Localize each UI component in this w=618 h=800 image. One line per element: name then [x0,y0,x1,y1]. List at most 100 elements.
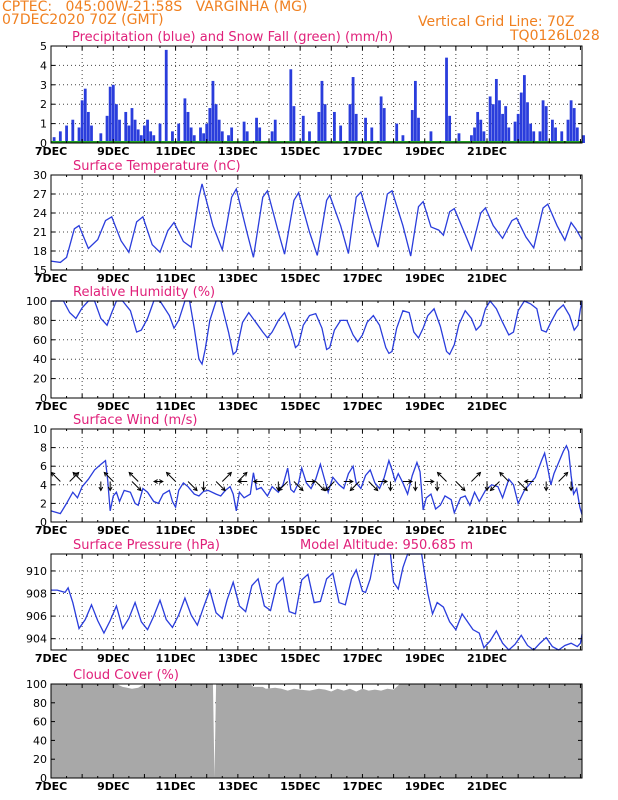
wind-arrow-head [320,486,326,492]
rh-title: Relative Humidity (%) [73,285,215,300]
precip-bar [164,49,168,143]
pressure-xtick-label: 7DEC [35,652,67,665]
precip-bar [71,119,75,143]
wind-arrow-head [434,486,440,492]
wind-arrow-head [98,486,104,492]
precip-bar [575,127,579,143]
precip-bar [320,80,324,143]
precip-bar [479,119,483,143]
precip-xtick-label: 11DEC [156,145,196,158]
precip-bar [448,115,452,143]
wind-arrow [166,472,176,482]
cloud-ytick-label: 60 [33,716,47,729]
wind-arrow [437,472,447,482]
precip-bar [301,115,305,143]
precip-bar [186,111,190,143]
precip-ytick-label: 4 [40,59,47,72]
precip-bar [146,119,149,143]
date-header: 07DEC2020 70Z (GMT) [2,12,164,28]
wind-arrow-head [429,479,435,484]
precip-bar [127,125,131,143]
precip-bar [364,117,367,143]
wind-arrow-head [72,471,78,477]
wind-arrow [490,481,500,491]
temp-ytick-label: 27 [33,188,47,201]
precip-bar [139,135,143,143]
wind-arrow-head [568,486,574,492]
wind-arrow [187,481,198,491]
wind-ytick-label: 4 [40,479,47,492]
precip-bar [566,119,570,143]
pressure-xtick-label: 15DEC [280,652,320,665]
wind-arrow [128,472,139,482]
precip-bar [108,86,112,143]
wind-arrow [221,472,232,482]
wind-arrow-head [324,486,330,492]
rh-ytick-label: 0 [40,392,47,405]
cloud-ytick-label: 100 [26,678,47,691]
precip-bar [214,104,218,143]
precip-bar [208,108,212,143]
precip-bar [115,104,118,143]
wind-arrow [558,472,568,482]
precip-bar [504,106,508,143]
precip-bar [130,108,134,143]
pressure-xtick-label: 17DEC [342,652,382,665]
grid-line-note: Vertical Grid Line: 70Z [418,14,575,30]
precip-bar [516,113,520,143]
wind-arrow [69,472,80,482]
temp-xtick-label: 11DEC [156,272,196,285]
wind-arrow [103,472,114,482]
wind-xtick-label: 7DEC [35,524,67,537]
precip-bar [58,131,62,143]
wind-xtick-label: 17DEC [342,524,382,537]
precip-bar [370,127,374,143]
precip-bar [382,108,386,143]
wind-arrow-head [489,486,495,492]
pressure-title: Surface Pressure (hPa) [73,538,220,553]
cloud-ytick-label: 20 [33,753,47,766]
wind-arrow-head [237,479,242,484]
precip-bar [317,111,321,143]
precip-bar [124,111,128,143]
wind-arrow-head [242,471,248,477]
precip-bar [348,104,352,143]
temp-ytick-label: 18 [33,245,47,258]
precip-bar [77,127,81,143]
precip-bar [529,123,533,143]
wind-xtick-label: 11DEC [156,524,196,537]
precip-frame [50,45,583,144]
precip-bar [86,111,90,143]
wind-arrow-head [153,479,158,484]
precip-bar [526,102,529,143]
cloud-frame [50,683,583,779]
precip-bar [554,127,557,143]
rh-frame [50,300,583,399]
wind-xtick-label: 15DEC [280,524,320,537]
wind-arrow-head [388,486,393,492]
wind-frame [50,428,583,523]
station-header: CPTEC: 045:00W-21:58S VARGINHA (MG) [2,0,308,15]
precip-bar [245,131,249,143]
temp-xtick-label: 19DEC [405,272,445,285]
pressure-annotation: Model Altitude: 950.685 m [300,538,473,553]
precip-bar [189,127,193,143]
precip-bar [289,69,293,143]
precip-bar [183,98,187,143]
precip-bar [220,131,224,143]
precip-bar [99,133,103,143]
cloud-area [51,684,582,778]
precip-xtick-label: 9DEC [97,145,129,158]
precip-bar [171,131,174,143]
wind-arrow-head [408,479,413,484]
precip-bar [417,117,420,143]
precip-bar [217,119,221,143]
wind-arrow-head [499,471,504,477]
rh-xtick-label: 11DEC [156,400,196,413]
precip-bar [177,123,181,143]
temp-xtick-label: 21DEC [467,272,507,285]
wind-ytick-label: 10 [33,423,47,436]
wind-arrow-head [436,471,442,477]
cloud-xtick-label: 15DEC [280,780,320,793]
precip-bar [522,75,526,143]
